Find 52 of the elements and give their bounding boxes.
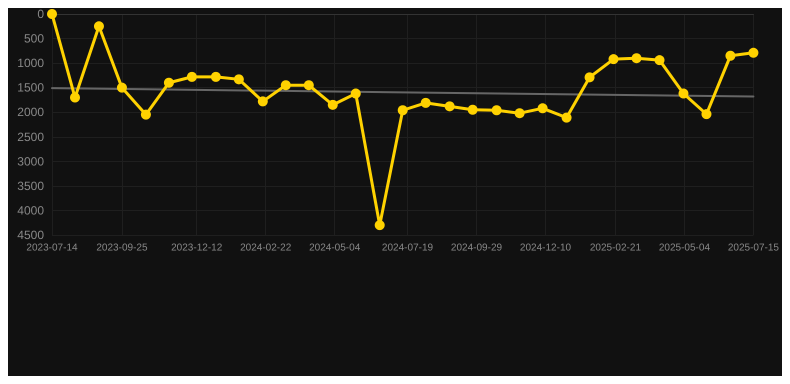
point bbox=[678, 88, 688, 99]
x-tick-label: 2024-02-22 bbox=[240, 242, 292, 254]
y-tick-label: 0 bbox=[37, 7, 44, 21]
y-tick-label: 2000 bbox=[17, 105, 44, 120]
y-tick-label: 2500 bbox=[17, 130, 44, 144]
y-tick-label: 4500 bbox=[17, 228, 44, 242]
y-tick-label: 1500 bbox=[17, 80, 44, 95]
y-tick-label: 500 bbox=[24, 32, 44, 46]
point bbox=[70, 92, 80, 102]
point bbox=[398, 105, 408, 116]
point bbox=[632, 53, 642, 64]
point bbox=[164, 78, 174, 88]
point bbox=[186, 72, 197, 82]
y-tick-label: 3000 bbox=[17, 154, 44, 168]
point bbox=[328, 100, 338, 110]
y-tick-label: 3500 bbox=[17, 178, 44, 193]
point bbox=[584, 72, 595, 82]
point bbox=[608, 54, 619, 64]
point bbox=[374, 220, 385, 230]
point bbox=[538, 103, 548, 114]
point bbox=[725, 50, 736, 61]
point bbox=[350, 88, 361, 99]
point bbox=[94, 21, 104, 32]
x-tick-label: 2024-05-04 bbox=[309, 242, 361, 254]
point bbox=[468, 104, 478, 115]
point bbox=[116, 82, 127, 93]
point bbox=[280, 80, 291, 90]
y-tick-label: 1000 bbox=[17, 56, 44, 70]
y-tick-label: 4000 bbox=[17, 203, 44, 218]
point bbox=[492, 105, 502, 116]
point bbox=[514, 108, 525, 118]
x-tick-label: 2024-09-29 bbox=[450, 242, 503, 254]
point bbox=[562, 112, 572, 123]
x-tick-label: 2025-02-21 bbox=[590, 242, 642, 254]
point bbox=[210, 72, 221, 82]
x-tick-label: 2024-07-19 bbox=[382, 242, 434, 254]
point bbox=[258, 96, 268, 106]
point bbox=[140, 110, 151, 120]
point bbox=[420, 98, 431, 108]
x-tick-label: 2024-12-10 bbox=[520, 242, 572, 254]
point bbox=[748, 48, 758, 58]
point bbox=[654, 55, 665, 66]
point bbox=[444, 101, 455, 112]
x-tick-label: 2023-12-12 bbox=[171, 242, 223, 254]
point bbox=[701, 109, 712, 120]
point bbox=[304, 80, 314, 90]
x-tick-label: 2025-07-15 bbox=[728, 242, 780, 254]
point bbox=[234, 74, 244, 84]
x-tick-label: 2023-07-14 bbox=[26, 242, 78, 254]
x-tick-label: 2025-05-04 bbox=[658, 242, 710, 254]
point bbox=[47, 9, 57, 19]
x-tick-label: 2023-09-25 bbox=[96, 242, 148, 254]
